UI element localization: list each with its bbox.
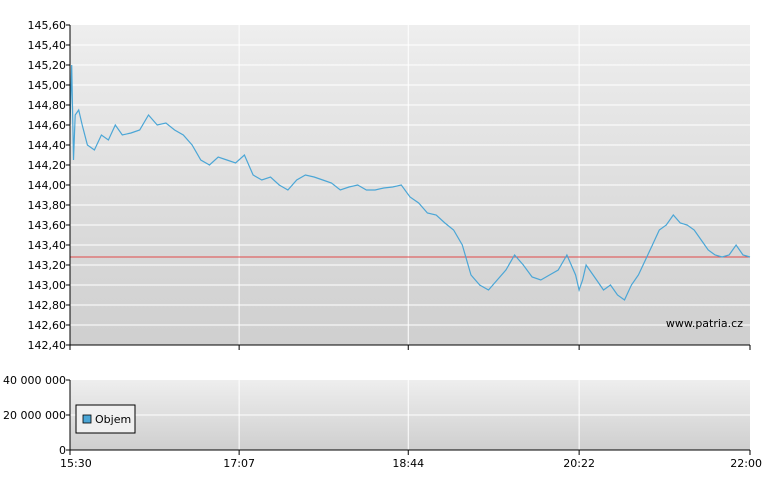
x-tick-label: 15:30: [60, 457, 92, 470]
price-y-tick-label: 145,40: [28, 39, 67, 52]
price-y-tick-label: 144,60: [28, 119, 67, 132]
price-grid: [70, 25, 750, 345]
price-y-tick-label: 143,00: [28, 279, 67, 292]
price-y-tick-label: 143,20: [28, 259, 67, 272]
x-tick-label: 20:22: [563, 457, 595, 470]
price-y-tick-label: 144,80: [28, 99, 67, 112]
price-y-tick-label: 143,40: [28, 239, 67, 252]
price-series-line: [69, 64, 751, 301]
price-y-tick-label: 144,40: [28, 139, 67, 152]
volume-legend: Objem: [75, 404, 136, 434]
price-y-tick-label: 142,60: [28, 319, 67, 332]
price-y-tick-label: 142,40: [28, 339, 67, 352]
x-tick-label: 22:00: [730, 457, 762, 470]
legend-label: Objem: [95, 413, 131, 426]
price-x-ticks: [69, 345, 751, 350]
volume-y-tick-label: 20 000 000: [3, 409, 66, 422]
price-y-tick-label: 144,20: [28, 159, 67, 172]
price-y-tick-label: 142,80: [28, 299, 67, 312]
volume-y-axis: 40 000 000 20 000 000 0: [3, 374, 70, 457]
price-y-tick-label: 144,00: [28, 179, 67, 192]
x-tick-label: 18:44: [392, 457, 424, 470]
volume-x-axis: 15:30 17:07 18:44 20:22 22:00: [60, 450, 762, 470]
volume-y-tick-label: 0: [59, 444, 66, 457]
x-tick-label: 17:07: [223, 457, 255, 470]
legend-swatch: [82, 414, 92, 424]
price-y-tick-label: 145,00: [28, 79, 67, 92]
price-y-axis: 145,60 145,40 145,20 145,00 144,80 144,60 144,…: [28, 19, 70, 352]
watermark-annotation: www.patria.cz: [666, 317, 743, 330]
volume-y-tick-label: 40 000 000: [3, 374, 66, 387]
price-y-tick-label: 145,20: [28, 59, 67, 72]
volume-grid: [70, 380, 750, 450]
price-y-tick-label: 143,60: [28, 219, 67, 232]
price-y-tick-label: 145,60: [28, 19, 67, 32]
price-y-tick-label: 143,80: [28, 199, 67, 212]
